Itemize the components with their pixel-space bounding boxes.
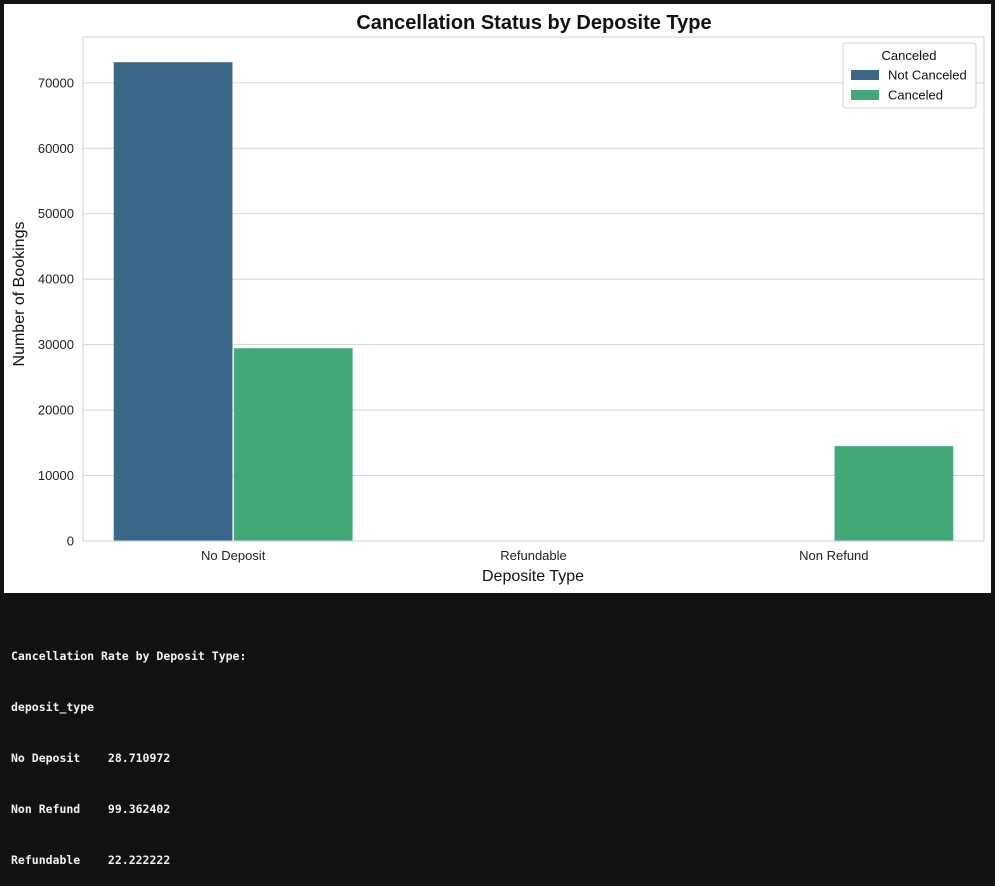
y-tick-label: 40000	[38, 272, 74, 287]
grid-lines	[83, 82, 984, 542]
y-tick-label: 70000	[38, 75, 74, 90]
x-tick-label: Refundable	[500, 548, 567, 563]
console-output: Cancellation Rate by Deposit Type: depos…	[11, 614, 246, 886]
legend-label: Not Canceled	[888, 68, 967, 83]
chart-title: Cancellation Status by Deposite Type	[356, 12, 711, 34]
legend-items: Not Canceled Canceled	[851, 68, 967, 103]
console-row: No Deposit 28.710972	[11, 751, 171, 765]
bar-canceled	[233, 348, 353, 542]
chart-figure: Cancellation Status by Deposite Type 0 10…	[4, 4, 991, 593]
console-heading: Cancellation Rate by Deposit Type:	[11, 649, 247, 663]
bar-not-canceled	[113, 62, 233, 542]
console-row: Non Refund 99.362402	[11, 802, 171, 816]
legend-swatch	[851, 70, 879, 80]
y-axis-title: Number of Bookings	[11, 222, 28, 367]
bar-chart: Cancellation Status by Deposite Type 0 10…	[11, 12, 985, 585]
x-tick-label: Non Refund	[799, 548, 868, 563]
legend-title: Canceled	[882, 48, 937, 63]
y-tick-label: 60000	[38, 141, 74, 156]
console-index-name: deposit_type	[11, 700, 95, 714]
y-tick-label: 30000	[38, 337, 74, 352]
y-axis-ticks: 0 10000 20000 30000 40000 50000 60000 70000	[38, 75, 74, 548]
console-row: Refundable 22.222222	[11, 853, 171, 867]
legend-swatch	[851, 90, 879, 100]
bars	[113, 62, 954, 542]
y-tick-label: 50000	[38, 206, 74, 221]
legend: Canceled Not Canceled Canceled	[842, 42, 977, 109]
x-axis-title: Deposite Type	[482, 568, 584, 585]
y-tick-label: 20000	[38, 403, 74, 418]
y-tick-label: 10000	[38, 468, 74, 483]
y-tick-label: 0	[67, 534, 74, 549]
bar-canceled	[834, 445, 954, 542]
plot-frame	[82, 36, 985, 542]
x-axis-ticks: No Deposit Refundable Non Refund	[201, 548, 869, 563]
x-tick-label: No Deposit	[201, 548, 266, 563]
legend-label: Canceled	[888, 88, 943, 103]
